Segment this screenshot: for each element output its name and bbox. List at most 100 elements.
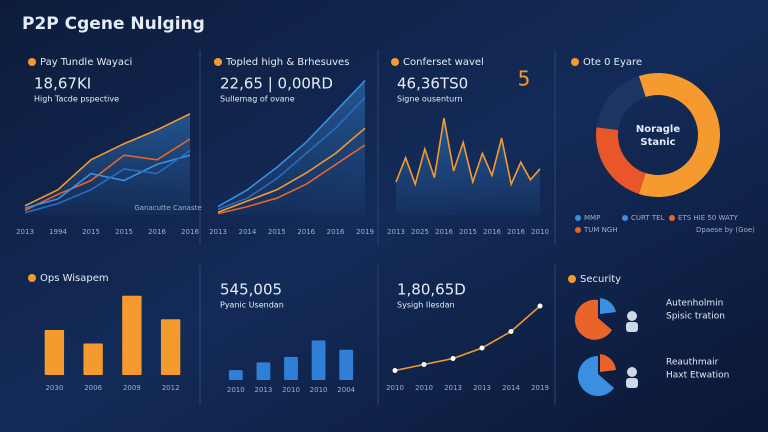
line xyxy=(24,154,191,209)
bar xyxy=(339,349,354,380)
legend-label: MMP xyxy=(584,214,600,222)
legend-swatch xyxy=(622,215,628,221)
x-tick-label: 2013 xyxy=(16,228,34,236)
bar xyxy=(83,343,103,375)
x-tick-label: 2015 xyxy=(268,228,286,236)
bar xyxy=(256,362,271,380)
line xyxy=(24,138,191,212)
line xyxy=(217,127,366,213)
headline: 545,005 xyxy=(220,281,282,299)
x-tick-label: 2013 xyxy=(387,228,405,236)
panel-title: Topled high & Brhesuves xyxy=(225,57,349,68)
legend-swatch xyxy=(669,215,675,221)
x-tick-label: 2006 xyxy=(84,384,102,392)
bar xyxy=(284,356,298,380)
bullet xyxy=(28,58,36,66)
donut-label: Stanic xyxy=(640,137,675,148)
bar xyxy=(311,340,326,380)
donut-slice xyxy=(596,127,646,194)
line xyxy=(395,118,541,187)
x-tick-label: 2016 xyxy=(483,228,501,236)
annotation: 5 xyxy=(518,67,531,91)
area xyxy=(25,113,190,215)
x-tick-label: 2004 xyxy=(337,386,355,394)
x-tick-label: 2019 xyxy=(356,228,374,236)
bar xyxy=(160,319,181,375)
point xyxy=(450,356,456,361)
x-tick-label: 2010 xyxy=(310,386,328,394)
x-tick-label: 2016 xyxy=(297,228,315,236)
security-item: Haxt Etwation xyxy=(666,371,729,381)
donut-label: Noragle xyxy=(636,124,681,135)
x-tick-label: 2010 xyxy=(415,384,433,392)
x-tick-label: 2015 xyxy=(459,228,477,236)
x-tick-label: 2015 xyxy=(82,228,100,236)
area xyxy=(218,80,365,215)
legend-label: TUM NGH xyxy=(583,226,618,234)
point xyxy=(479,345,485,351)
dividers xyxy=(199,50,556,405)
subtitle: Sysigh Ilesdan xyxy=(397,301,455,310)
dashboard-title: P2P Cgene Nulging xyxy=(22,14,205,34)
x-tick-label: 2016 xyxy=(327,228,345,236)
x-tick-label: 2010 xyxy=(282,386,300,394)
headline: 1,80,65D xyxy=(397,281,466,299)
line xyxy=(217,96,366,211)
bullet xyxy=(391,58,399,66)
x-tick-label: 2009 xyxy=(123,384,141,392)
line xyxy=(217,144,366,215)
x-tick-label: 2014 xyxy=(238,228,256,236)
point xyxy=(421,362,427,367)
legend-label: ETS HIE 50 WATY xyxy=(678,214,739,222)
legend-swatch xyxy=(575,227,581,233)
bullet xyxy=(214,58,222,66)
panel-title: Ote 0 Eyare xyxy=(583,57,642,68)
x-tick-label: 2016 xyxy=(507,228,525,236)
subtitle: Pyanic Usendan xyxy=(220,301,284,310)
point xyxy=(392,368,398,373)
x-tick-label: 2019 xyxy=(531,384,549,392)
x-tick-label: 2012 xyxy=(162,384,180,392)
bar xyxy=(44,330,65,375)
x-tick-label: 2015 xyxy=(115,228,133,236)
x-tick-label: 2013 xyxy=(444,384,462,392)
x-tick-label: 2016 xyxy=(148,228,166,236)
x-tick-label: 2013 xyxy=(254,386,272,394)
x-tick-label: 2010 xyxy=(386,384,404,392)
bullet xyxy=(571,58,579,66)
legend-swatch xyxy=(575,215,581,221)
security-item: Autenholmin xyxy=(666,299,723,309)
panel-title: Conferset wavel xyxy=(403,57,484,68)
x-tick-label: 2025 xyxy=(411,228,429,236)
panel-title: Ops Wisapem xyxy=(40,273,109,284)
x-tick-label: 2016 xyxy=(181,228,199,236)
area xyxy=(396,118,540,215)
security-icon xyxy=(574,298,638,396)
annotation: Ganacutte Canaste xyxy=(134,204,201,212)
bullet xyxy=(568,275,576,283)
line xyxy=(217,80,366,208)
subtitle: High Tacde pspective xyxy=(34,95,119,104)
panel-title: Pay Tundle Wayaci xyxy=(40,57,132,68)
bar xyxy=(228,370,243,380)
subtitle: Signe ousenturn xyxy=(397,95,462,104)
subtitle: Sullemag of ovane xyxy=(220,95,295,104)
bar xyxy=(122,295,142,375)
x-tick-label: 2030 xyxy=(45,384,63,392)
x-tick-label: 2014 xyxy=(502,384,520,392)
x-tick-label: 2013 xyxy=(209,228,227,236)
donut-slice xyxy=(638,72,720,197)
point xyxy=(537,303,543,309)
x-tick-label: 2010 xyxy=(531,228,549,236)
x-tick-label: 2013 xyxy=(473,384,491,392)
bullet xyxy=(28,274,36,282)
legend-label: Dpaese by (Goe) xyxy=(696,226,755,234)
x-tick-label: 1994 xyxy=(49,228,67,236)
security-item: Spisic tration xyxy=(666,312,725,322)
headline: 22,65 | 0,00RD xyxy=(220,75,333,93)
donut-slice xyxy=(596,76,646,130)
line xyxy=(24,149,191,214)
headline: 18,67KI xyxy=(34,75,91,93)
security-title: Security xyxy=(580,274,621,285)
